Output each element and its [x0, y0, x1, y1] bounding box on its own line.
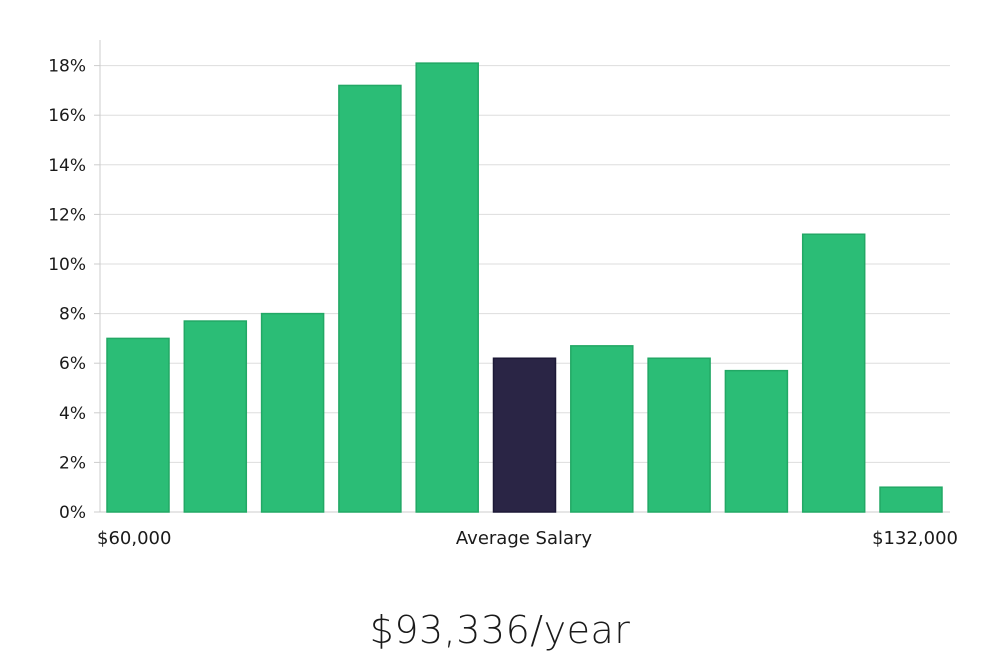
y-tick-label: 18% — [48, 57, 86, 77]
bar — [338, 84, 402, 513]
y-tick-label: 10% — [48, 255, 86, 275]
bar — [415, 62, 479, 513]
average-salary-value: $93,336/year — [369, 608, 631, 652]
bars — [106, 62, 943, 513]
x-label-max-salary: $132,000 — [872, 528, 958, 549]
bar — [879, 486, 943, 513]
y-tick-label: 14% — [48, 156, 86, 176]
bar — [570, 345, 634, 513]
bar — [801, 233, 866, 513]
bar — [183, 320, 248, 513]
bar — [106, 337, 170, 513]
bar — [647, 357, 711, 513]
y-tick-label: 12% — [48, 205, 86, 225]
y-tick-label: 16% — [48, 106, 86, 126]
y-tick-label: 2% — [59, 453, 86, 473]
salary-histogram: 0% 2% 4% 6% 8% 10% 12% 14% 16% 18% — [48, 40, 950, 523]
y-tick-label: 0% — [59, 503, 86, 523]
bar — [724, 369, 789, 513]
y-tick-labels: 0% 2% 4% 6% 8% 10% 12% 14% 16% 18% — [48, 57, 86, 523]
y-tick-label: 6% — [59, 354, 86, 374]
y-tick-label: 4% — [59, 404, 86, 424]
x-label-min-salary: $60,000 — [97, 528, 172, 549]
bar-average-salary — [492, 357, 557, 513]
y-tick-label: 8% — [59, 305, 86, 325]
bar — [260, 312, 325, 513]
x-label-average-salary: Average Salary — [455, 528, 593, 549]
